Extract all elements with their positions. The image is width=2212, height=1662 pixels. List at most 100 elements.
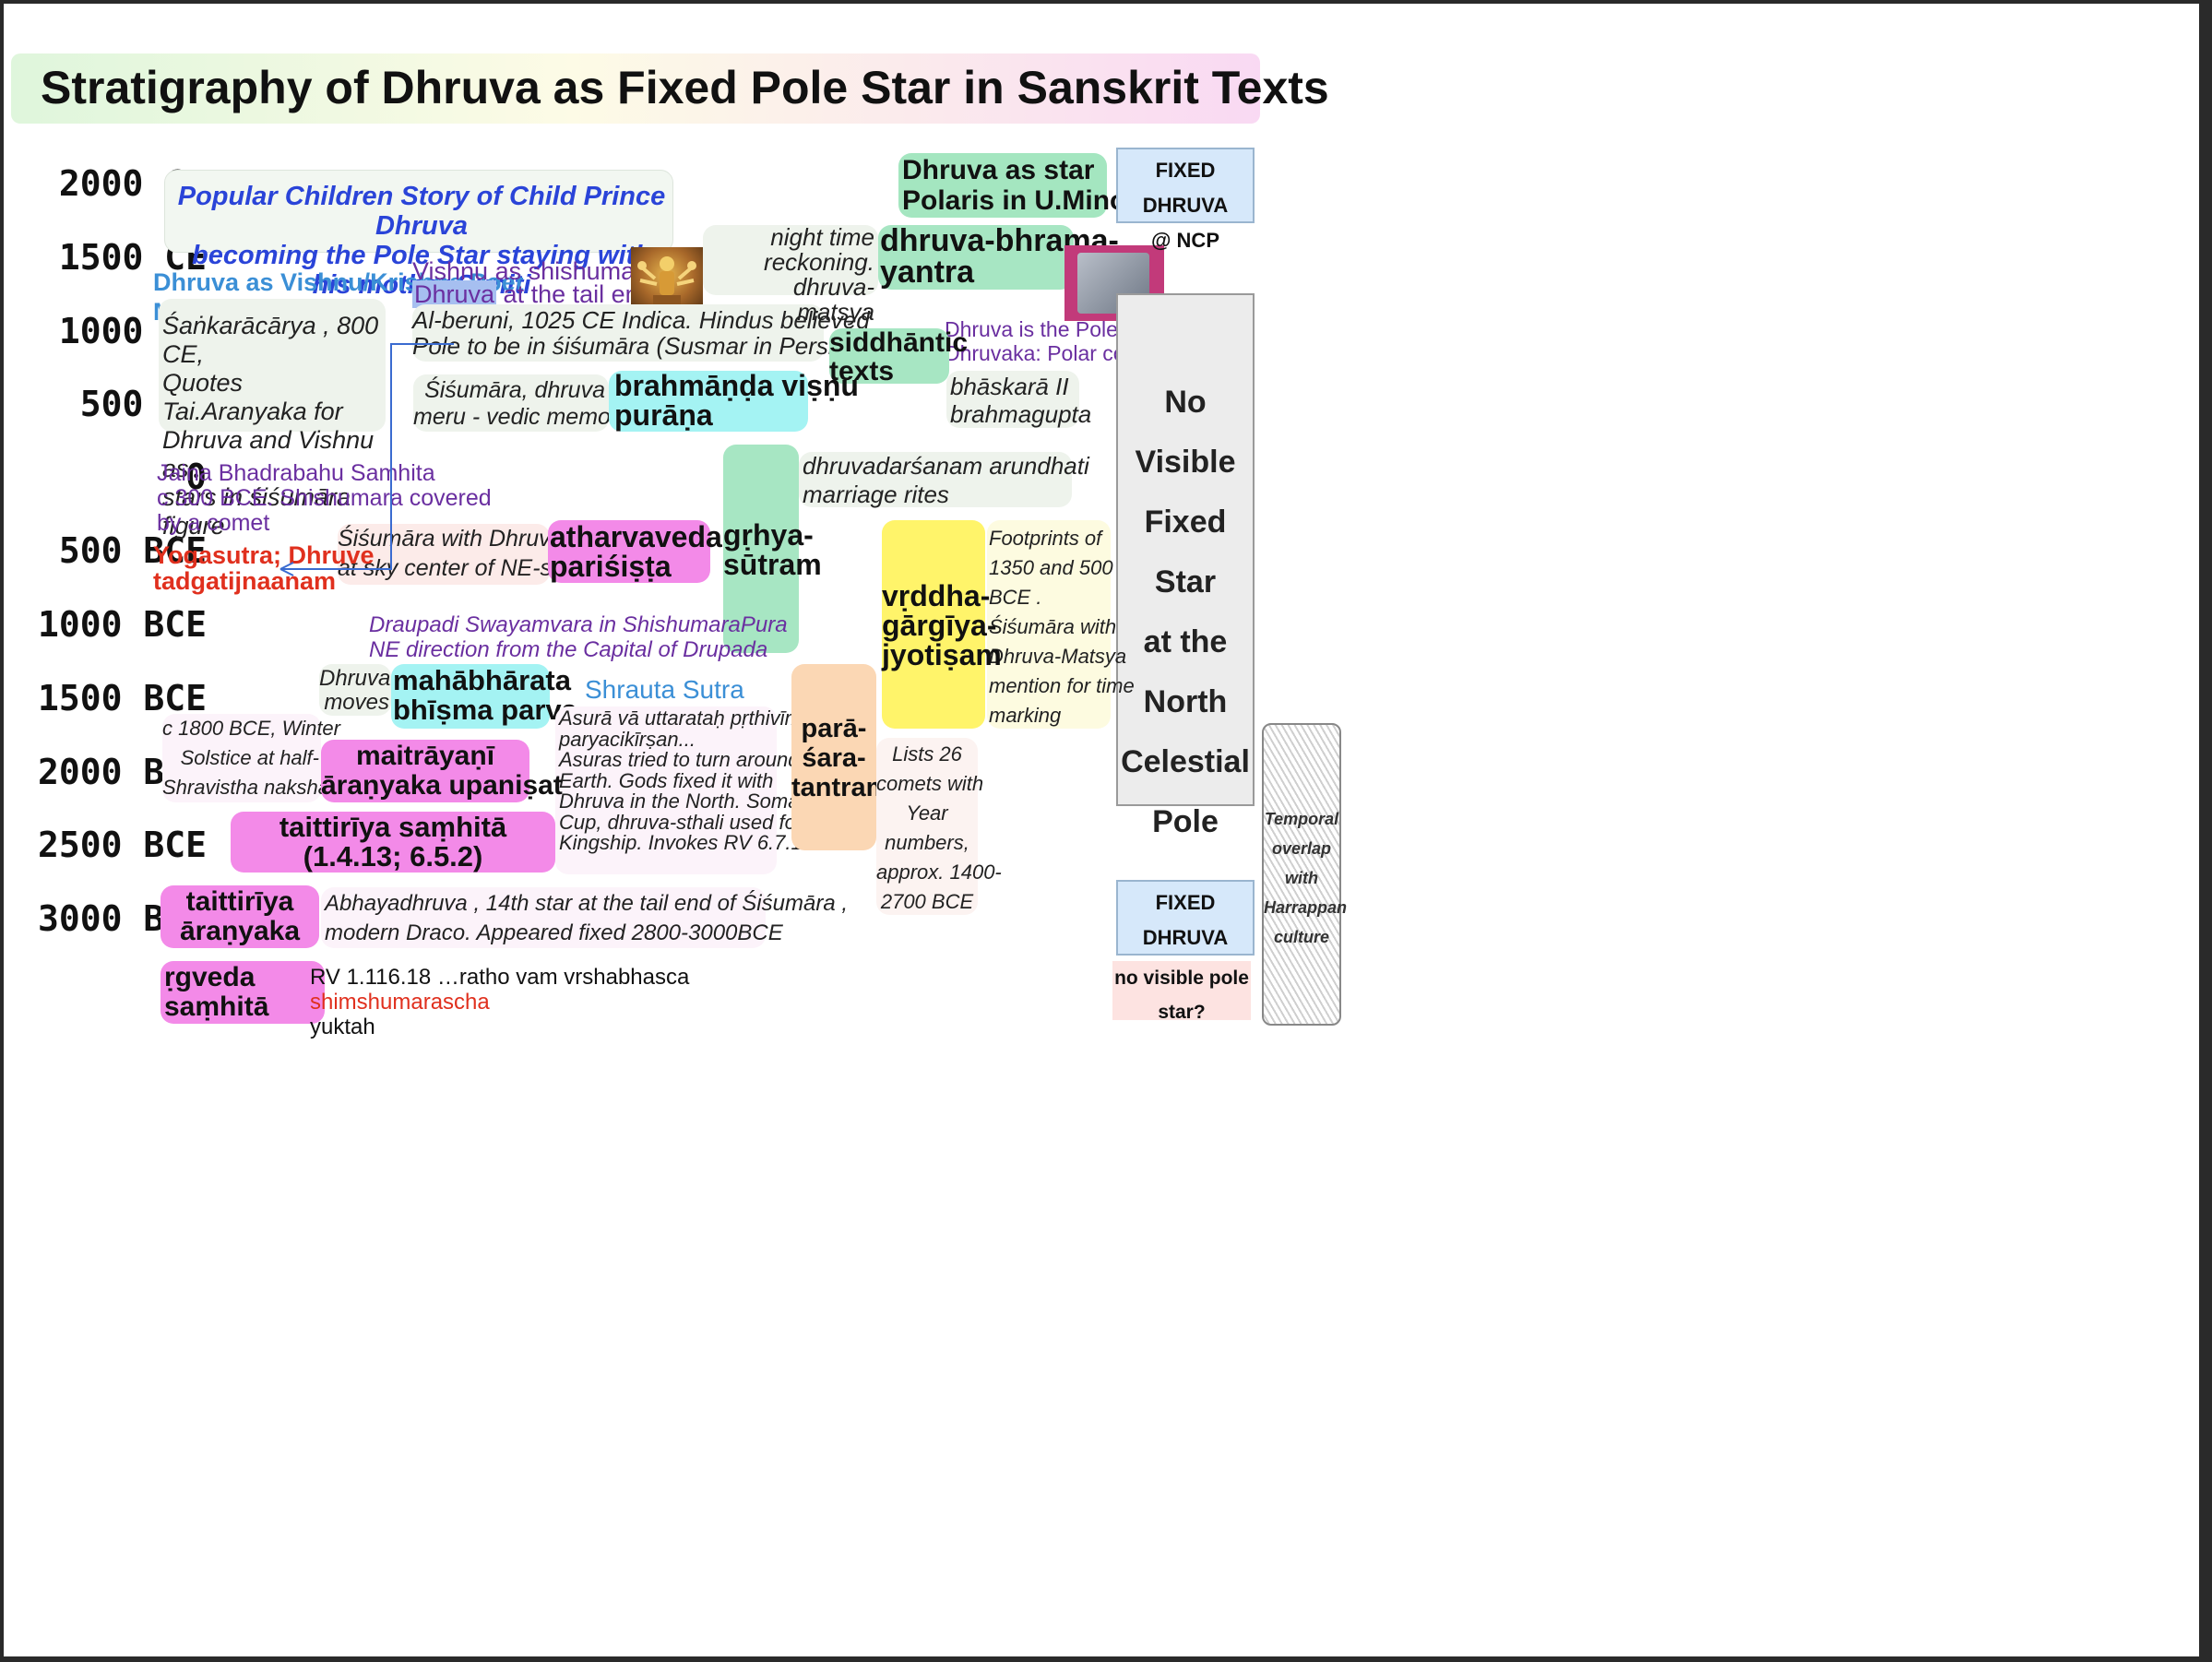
text-line: culture [1273, 928, 1329, 946]
text-line: Celestial [1121, 744, 1250, 779]
text-line: stars in śiśumāra figure [162, 483, 351, 540]
note-line: tadgatijnaanam [153, 567, 337, 595]
sisumara-ne-box: Śiśumāra with Dhruva at sky center of NE… [338, 524, 575, 585]
siddhantic-box: siddhāntic texts [829, 328, 968, 386]
text-line: āraṇyaka [179, 916, 301, 946]
text-line: bhāskarā II [950, 373, 1069, 400]
arrow-head-icon [279, 562, 294, 576]
text-line: purāṇa [614, 398, 713, 432]
note-line: by a comet [157, 510, 270, 536]
text-line: FIXED DHRUVA [1142, 891, 1229, 949]
c1800-box: c 1800 BCE, Winter Solstice at half- Shr… [162, 714, 359, 802]
text-line: Śiśumāra with [989, 615, 1117, 638]
year-label: 2500 BCE [37, 825, 207, 865]
text-line: Dhruva-Matsya [989, 645, 1127, 668]
bhaskara-box: bhāskarā II brahmagupta [946, 371, 1092, 428]
text-line: ṛgveda [164, 962, 256, 992]
text-line: maitrāyaṇī [355, 741, 495, 771]
text-line: Quotes Tai.Aranyaka for [162, 369, 343, 425]
text-line: pariśiṣṭa [550, 550, 672, 583]
jaina-note: Jaina Bhadrabahu Samhita c 300 BCE. Shis… [157, 461, 492, 536]
yogasutra-note: Yogasutra; Dhruve tadgatijnaanam [153, 542, 375, 594]
text-line: Fixed Star [1144, 505, 1227, 600]
text-line: Dhruva in the North. Soma [559, 789, 800, 813]
text-line: Śaṅkarācārya , 800 CE, [162, 312, 379, 368]
rv-quote: RV 1.116.18 …ratho vam vrshabhasca shims… [310, 965, 790, 1039]
text-line: jyotiṣam [882, 638, 1002, 671]
text-line: approx. 1400- [876, 861, 1002, 884]
text-line: star? [1158, 1002, 1206, 1023]
text-line: Lists 26 [892, 742, 962, 766]
text-line: Al-beruni, 1025 CE Indica. Hindus believ… [412, 306, 870, 334]
text-line: atharvaveda [550, 520, 722, 553]
text-line: Dhruva [319, 666, 391, 691]
note-line: Yogasutra; Dhruve [153, 541, 375, 569]
text-line: brahmagupta [950, 400, 1092, 428]
text-line: tantram [791, 773, 890, 802]
atharvaveda-box: atharvaveda pariśiṣṭa [548, 520, 722, 583]
year-label: 0 [185, 457, 207, 497]
text-line: Pole to be in śiśumāra (Susmar in Persia… [412, 332, 869, 360]
no-visible-column: No Visible Fixed Star at the North Celes… [1116, 293, 1255, 839]
text-line: Harrappan [1264, 898, 1348, 917]
text-line: śara- [802, 743, 866, 773]
text-line: No Visible [1135, 385, 1236, 480]
quote-text: yuktah [310, 1015, 375, 1039]
dhruva-moves-box: Dhruva moves [319, 664, 391, 716]
text-line: mahābhārata [393, 664, 571, 696]
text-line: Shravistha nakshatra. [162, 776, 359, 799]
text-line: marking [989, 704, 1062, 727]
text-line: no visible pole [1114, 968, 1249, 989]
page-title: Stratigraphy of Dhruva as Fixed Pole Sta… [41, 62, 1329, 113]
arrow-line [280, 343, 454, 570]
note-rest: at the tail end [496, 280, 653, 308]
text-line: numbers, [885, 831, 969, 854]
no-pole-star-box: no visible pole star? [1112, 961, 1251, 1023]
popular-story-box: Popular Children Story of Child Prince D… [164, 170, 673, 300]
text-line: (1.4.13; 6.5.2) [303, 840, 483, 873]
text-line: gṛhya- [723, 518, 814, 552]
text-line: Pole [1152, 804, 1219, 839]
temporal-overlap-box: Temporal overlap with Harrappan culture [1262, 723, 1348, 1026]
vrddha-gargiya-box: vṛddha- gārgīya- jyotiṣam [882, 520, 1002, 729]
text-line: matsya [797, 298, 874, 326]
text-line: bhīṣma parva [393, 694, 577, 726]
text-line: marriage rites [803, 481, 949, 508]
sankaracarya-box: Śaṅkarācārya , 800 CE, Quotes Tai.Aranya… [159, 299, 386, 540]
arrow-connector [279, 343, 454, 576]
text-line: Temporal [1264, 810, 1339, 828]
text-line: comets with [876, 772, 984, 795]
text-line: taittirīya saṃhitā [279, 811, 507, 843]
quote-highlight: shimshumarascha [310, 990, 490, 1015]
text-line: Kingship. Invokes RV 6.7.1 [559, 831, 803, 854]
text-line: @ NCP [1150, 229, 1219, 252]
mahabharata-box: mahābhārata bhīṣma parva [391, 664, 577, 729]
text-line: Cup, dhruva-sthali used for [559, 810, 803, 834]
text-line: paryacikīrṣan... [559, 727, 696, 751]
text-line: FIXED DHRUVA [1142, 159, 1229, 217]
dhruvadarsanam-box: dhruvadarśanam arundhati marriage rites [799, 452, 1089, 508]
shrauta-box: Asurā vā uttarataḥ pṛthivīṁ paryacikīrṣa… [555, 706, 803, 874]
text-line: North [1143, 684, 1228, 719]
draupadi-note: Draupadi Swayamvara in ShishumaraPura NE… [369, 612, 788, 662]
text-line: Year [906, 801, 948, 825]
text-line: vṛddha- [882, 579, 991, 612]
text-line: c 1800 BCE, Winter [162, 717, 340, 740]
year-label: 500 BCE [58, 530, 207, 571]
dhruva-bhrama-yantra-box: dhruva-bhrama- yantra [878, 225, 1119, 290]
note-line: NE direction from the Capital of Drupada [369, 637, 768, 662]
text-line: Śiśumāra, dhruva [424, 377, 605, 403]
text-line: Asuras tried to turn around [559, 748, 800, 771]
footprints-box: Footprints of 1350 and 500 BCE . Śiśumār… [987, 520, 1135, 729]
note-line: Draupadi Swayamvara in ShishumaraPura [369, 612, 788, 637]
text-line: texts [829, 356, 895, 386]
text-line: modern Draco. Appeared fixed 2800-3000BC… [325, 920, 783, 945]
text-line: taittirīya [185, 886, 294, 917]
text-line: Earth. Gods fixed it with [559, 768, 774, 792]
text-line: Polaris in U.Minor [902, 185, 1138, 216]
fixed-dhruva-top: FIXED DHRUVA @ NCP [1116, 148, 1255, 252]
brahmanda-box: brahmāṇḍa viṣṇu purāṇa [609, 371, 859, 432]
dhruva-highlight: Dhruva [412, 280, 497, 308]
night-time-box: night time reckoning. dhruva- matsya [703, 225, 878, 325]
lists-26-box: Lists 26 comets with Year numbers, appro… [876, 738, 1002, 915]
